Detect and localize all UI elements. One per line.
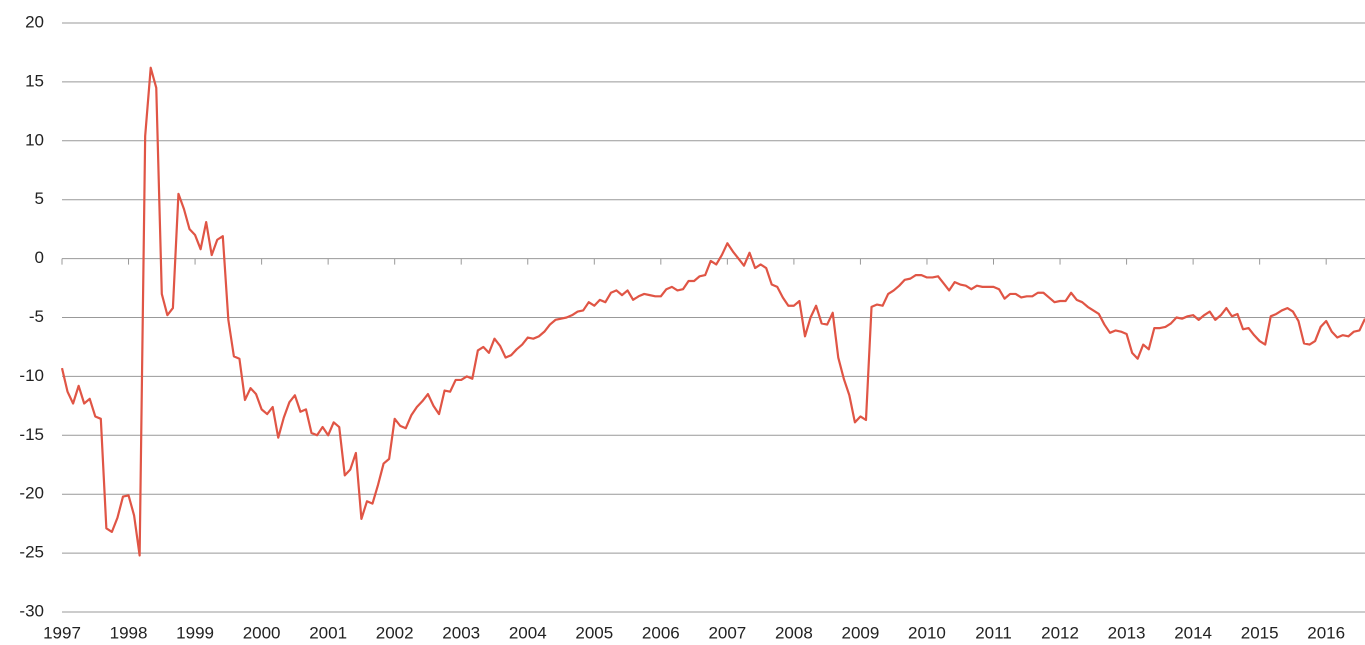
x-tick-label: 2012 (1041, 623, 1079, 642)
y-tick-label: 0 (35, 248, 44, 267)
x-tick-label: 1999 (176, 623, 214, 642)
y-tick-label: -25 (19, 543, 44, 562)
x-tick-label: 2014 (1174, 623, 1212, 642)
x-tick-label: 1998 (110, 623, 148, 642)
y-tick-label: 20 (25, 12, 44, 31)
y-tick-label: 5 (35, 189, 44, 208)
x-tick-label: 2009 (842, 623, 880, 642)
x-tick-label: 2008 (775, 623, 813, 642)
x-tick-label: 2000 (243, 623, 281, 642)
y-tick-label: -20 (19, 484, 44, 503)
y-tick-label: 10 (25, 130, 44, 149)
x-tick-label: 2007 (708, 623, 746, 642)
y-tick-label: -30 (19, 601, 44, 620)
x-tick-label: 2005 (575, 623, 613, 642)
line (60, 66, 1365, 557)
x-tick-label: 2015 (1241, 623, 1279, 642)
x-tick-label: 2010 (908, 623, 946, 642)
x-tick-label: 2001 (309, 623, 347, 642)
y-tick-label: -15 (19, 425, 44, 444)
x-tick-label: 1997 (43, 623, 81, 642)
x-tick-label: 2003 (442, 623, 480, 642)
y-tick-label: -5 (29, 307, 44, 326)
x-tick-label: 2013 (1108, 623, 1146, 642)
x-tick-label: 2002 (376, 623, 414, 642)
x-tick-label: 2004 (509, 623, 547, 642)
y-tick-label: 15 (25, 71, 44, 90)
x-tick-label: 2006 (642, 623, 680, 642)
x-tick-label: 2011 (975, 623, 1012, 642)
y-tick-label: -10 (19, 366, 44, 385)
x-tick-label: 2016 (1307, 623, 1345, 642)
